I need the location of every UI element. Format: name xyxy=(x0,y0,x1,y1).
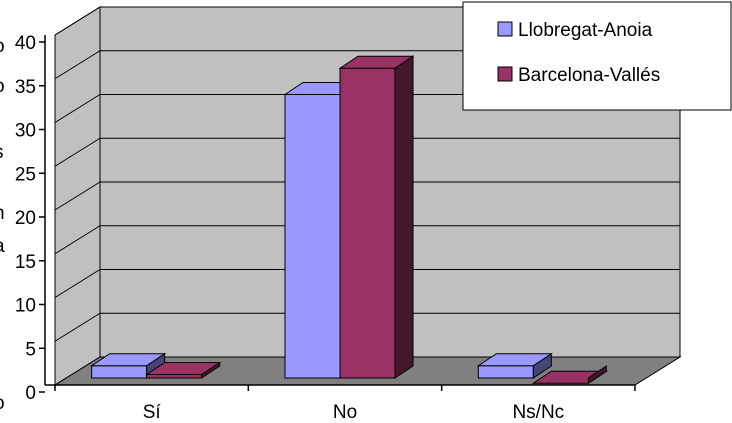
gridline-side xyxy=(54,50,101,80)
bar-side xyxy=(201,361,221,379)
legend-box xyxy=(462,1,732,111)
bars xyxy=(90,55,608,385)
bar-Sí-Llobregat-Anoia xyxy=(90,352,167,379)
bar-side xyxy=(587,365,607,385)
bar-front xyxy=(339,67,396,379)
bar-side xyxy=(394,55,414,379)
axes xyxy=(44,35,635,386)
bar-front xyxy=(284,94,341,379)
bar-front xyxy=(91,365,148,379)
bar-Sí-Barcelona-Vallés xyxy=(145,361,222,379)
y-tick-label: 40 xyxy=(15,33,36,54)
gridline-side xyxy=(54,181,101,211)
bar-Ns/Nc-Barcelona-Vallés xyxy=(531,365,608,385)
svg-text:o: o xyxy=(0,393,5,414)
x-tick-labels: Sí No Ns/Nc xyxy=(54,385,636,423)
legend-swatch xyxy=(497,66,513,82)
bar-side xyxy=(532,352,552,379)
gridline-side xyxy=(54,312,101,342)
y-tick-label: 10 xyxy=(15,296,36,317)
svg-text:a: a xyxy=(0,236,5,257)
y-tick-label: 15 xyxy=(15,252,36,273)
y-tick-label: 25 xyxy=(15,164,36,185)
legend-swatch xyxy=(497,21,513,37)
gridline-side xyxy=(54,6,101,36)
svg-text:o: o xyxy=(0,36,5,57)
bar-front xyxy=(146,374,203,379)
svg-text:s: s xyxy=(0,142,4,163)
svg-text:o: o xyxy=(0,76,5,97)
y-tick-label: 5 xyxy=(25,339,36,360)
gridline-side xyxy=(54,225,101,255)
y-tick-label: 0 xyxy=(25,383,36,404)
gridline-side xyxy=(54,137,101,167)
x-tick-label: Ns/Nc xyxy=(512,402,564,423)
x-tick-label: Sí xyxy=(143,402,162,423)
x-tick-label: No xyxy=(333,402,357,423)
y-tick-label: 35 xyxy=(15,77,36,98)
y-tick-label: 20 xyxy=(15,208,36,229)
legend: Llobregat-Anoia Barcelona-Vallés xyxy=(462,1,732,111)
bar-front xyxy=(477,365,534,379)
gridline-side xyxy=(54,94,101,123)
legend-label: Llobregat-Anoia xyxy=(518,20,653,41)
y-tick-labels: 0 5 10 15 20 25 30 35 40 xyxy=(15,33,45,404)
y-tick-label: 30 xyxy=(15,121,36,142)
bar-No-Barcelona-Vallés xyxy=(338,55,415,379)
gridline-side xyxy=(54,269,101,298)
clipped-axis-title: o o s n a o xyxy=(0,36,5,414)
legend-label: Barcelona-Vallés xyxy=(518,65,660,86)
svg-text:n: n xyxy=(0,203,5,224)
bar-Ns/Nc-Llobregat-Anoia xyxy=(476,352,553,379)
